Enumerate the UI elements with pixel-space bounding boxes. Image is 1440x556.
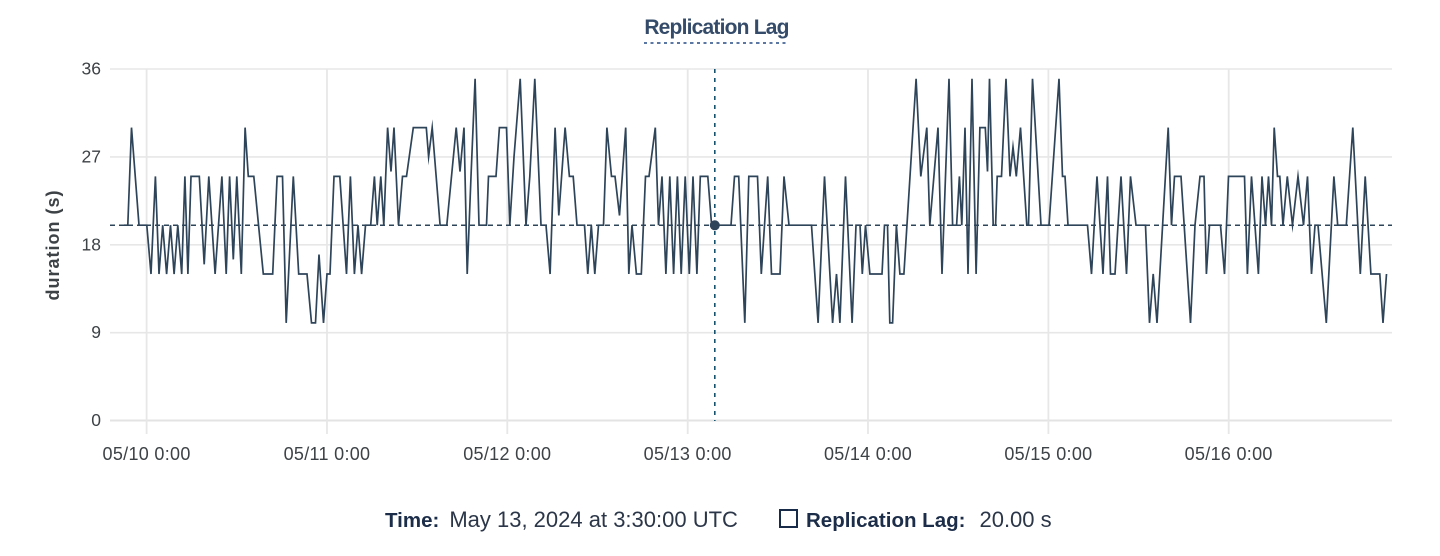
- svg-text:05/14 0:00: 05/14 0:00: [824, 444, 912, 464]
- svg-text:05/16 0:00: 05/16 0:00: [1185, 444, 1273, 464]
- svg-text:18: 18: [82, 234, 101, 254]
- svg-text:05/11 0:00: 05/11 0:00: [284, 444, 371, 464]
- svg-text:05/13 0:00: 05/13 0:00: [644, 444, 732, 464]
- svg-text:05/15 0:00: 05/15 0:00: [1004, 444, 1092, 464]
- svg-text:0: 0: [91, 410, 101, 430]
- svg-text:05/12 0:00: 05/12 0:00: [463, 444, 551, 464]
- svg-text:05/10 0:00: 05/10 0:00: [103, 444, 191, 464]
- svg-text:9: 9: [91, 322, 101, 342]
- svg-text:27: 27: [82, 146, 101, 166]
- svg-text:36: 36: [82, 59, 101, 79]
- svg-text:duration (s): duration (s): [43, 190, 63, 301]
